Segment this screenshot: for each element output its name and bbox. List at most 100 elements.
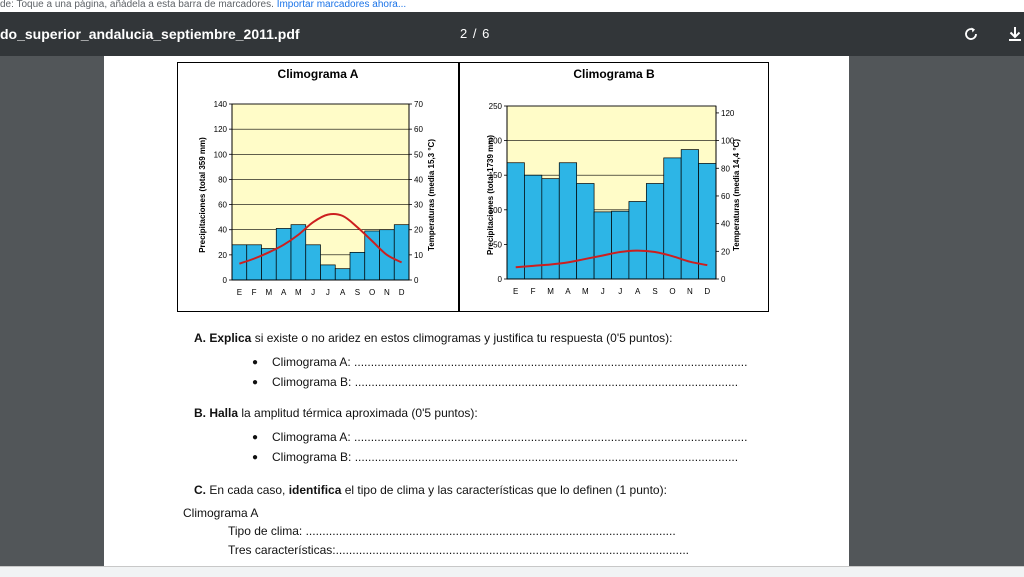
pdf-page: Climograma A 0 20 40 60 80 100 120 140 0 10 20 30 40… [104,56,849,568]
x-tick-label: F [531,287,536,296]
y-axis-label: Precipitaciones (total 1739 mm) [486,135,495,255]
y-tick-label: 100 [214,150,228,159]
climograma-a-chart: Climograma A 0 20 40 60 80 100 120 140 0 10 20 30 40… [198,67,436,297]
question-b: B. Halla la amplitud térmica aproximada … [194,406,478,420]
y2-tick-label: 10 [414,251,423,260]
precipitation-bar [663,157,682,280]
precipitation-bar [576,183,595,280]
y-tick-label: 200 [489,137,503,146]
pdf-toolbar: do_superior_andalucia_septiembre_2011.pd… [0,12,1024,56]
y-tick-label: 250 [489,102,503,111]
x-tick-label: A [281,288,287,297]
question-a-label: A. Explica [194,331,252,345]
precipitation-bar [275,228,292,281]
precipitation-bar [393,224,410,281]
pdf-viewer[interactable]: Climograma A 0 20 40 60 80 100 120 140 0 10 20 30 40… [0,56,1024,568]
y2-tick-label: 80 [721,164,730,173]
bullet: ● [252,432,259,443]
y2-axis-label: Temperaturas (media 15,3 °C) [427,139,436,251]
y-tick-label: 40 [218,226,227,235]
question-c: C. En cada caso, identifica el tipo de c… [194,483,667,497]
bookmarks-bar-text: de: Toque a una página, añádela a esta b… [0,0,274,10]
precipitation-bar [246,244,262,281]
x-tick-label: A [635,287,641,296]
tipo-de-clima-line: Tipo de clima: .........................… [228,524,676,538]
climograma-b-frame: Climograma B 0 50 100 150 200 250 0 20 40 60 80 100… [459,62,769,312]
temperature-line [239,213,403,265]
x-tick-label: J [326,288,330,297]
y2-axis-label: Temperaturas (media 14,4 °C) [732,139,741,251]
precipitation-bar [364,230,380,281]
precipitation-bar [506,162,525,280]
y-tick-label: 140 [214,100,228,109]
chart-title: Climograma B [573,67,655,81]
answer-line-a-2: Climograma B: ..........................… [272,375,739,389]
x-tick-label: E [513,287,518,296]
y2-tick-label: 30 [414,201,423,210]
answer-line-b-1: Climograma A: ..........................… [272,430,748,444]
rotate-icon[interactable] [958,21,984,47]
y-tick-label: 0 [498,275,503,284]
y2-tick-label: 20 [721,247,730,256]
precipitation-bar [320,264,336,281]
question-c-label: C. [194,483,206,497]
x-tick-label: M [295,288,302,297]
climograma-a-frame: Climograma A 0 20 40 60 80 100 120 140 0 10 20 30 40… [177,62,459,312]
x-tick-label: S [355,288,360,297]
x-tick-label: A [565,287,571,296]
precipitation-bar [524,174,543,280]
question-c-bold: identifica [288,483,342,497]
y2-tick-label: 60 [414,125,423,134]
x-tick-label: J [311,288,315,297]
x-tick-label: M [547,287,554,296]
y2-tick-label: 120 [721,109,735,118]
x-tick-label: E [237,288,242,297]
answer-line-a-1: Climograma A: ..........................… [272,355,748,369]
precipitation-bar [305,244,321,281]
y-tick-label: 0 [223,276,228,285]
tres-caracteristicas-line: Tres características:...................… [228,543,689,557]
y-axis-label: Precipitaciones (total 359 mm) [198,137,207,253]
y2-tick-label: 20 [414,226,423,235]
y2-tick-label: 0 [414,276,419,285]
question-b-text: la amplitud térmica aproximada (0'5 punt… [238,406,478,420]
y-tick-label: 100 [489,206,503,215]
y2-tick-label: 50 [414,150,423,159]
import-bookmarks-link[interactable]: Importar marcadores ahora... [276,0,407,10]
x-tick-label: O [369,288,375,297]
precipitation-bar [645,183,665,280]
precipitation-bar [349,251,366,281]
y-tick-label: 120 [214,125,228,134]
x-tick-label: F [252,288,257,297]
question-c-text-2: el tipo de clima y las características q… [341,483,667,497]
precipitation-bar [290,224,307,281]
question-a-text: si existe o no aridez en estos climogram… [251,331,673,345]
precipitation-bar [611,210,630,280]
x-tick-label: N [384,288,390,297]
climograma-a-subtitle: Climograma A [183,506,259,520]
bullet: ● [252,357,259,368]
y2-tick-label: 100 [721,137,735,146]
y-tick-label: 60 [218,201,227,210]
precipitation-bar [334,268,351,281]
question-b-label: B. Halla [194,406,239,420]
x-tick-label: O [669,287,675,296]
x-tick-label: M [266,288,273,297]
download-icon[interactable] [1002,21,1024,47]
y2-tick-label: 40 [721,220,730,229]
precipitation-bar [593,211,612,280]
bullet: ● [252,377,259,388]
x-tick-label: S [652,287,657,296]
question-a: A. Explica si existe o no aridez en esto… [194,331,673,345]
x-tick-label: D [704,287,710,296]
x-tick-label: J [618,287,622,296]
page-indicator: 2 / 6 [460,26,491,41]
document-title: do_superior_andalucia_septiembre_2011.pd… [0,26,300,42]
y2-tick-label: 70 [414,100,423,109]
status-strip [0,566,1024,577]
x-tick-label: J [601,287,605,296]
y-tick-label: 50 [493,240,502,249]
y2-tick-label: 0 [721,275,726,284]
answer-line-b-2: Climograma B: ..........................… [272,450,739,464]
x-tick-label: D [399,288,405,297]
